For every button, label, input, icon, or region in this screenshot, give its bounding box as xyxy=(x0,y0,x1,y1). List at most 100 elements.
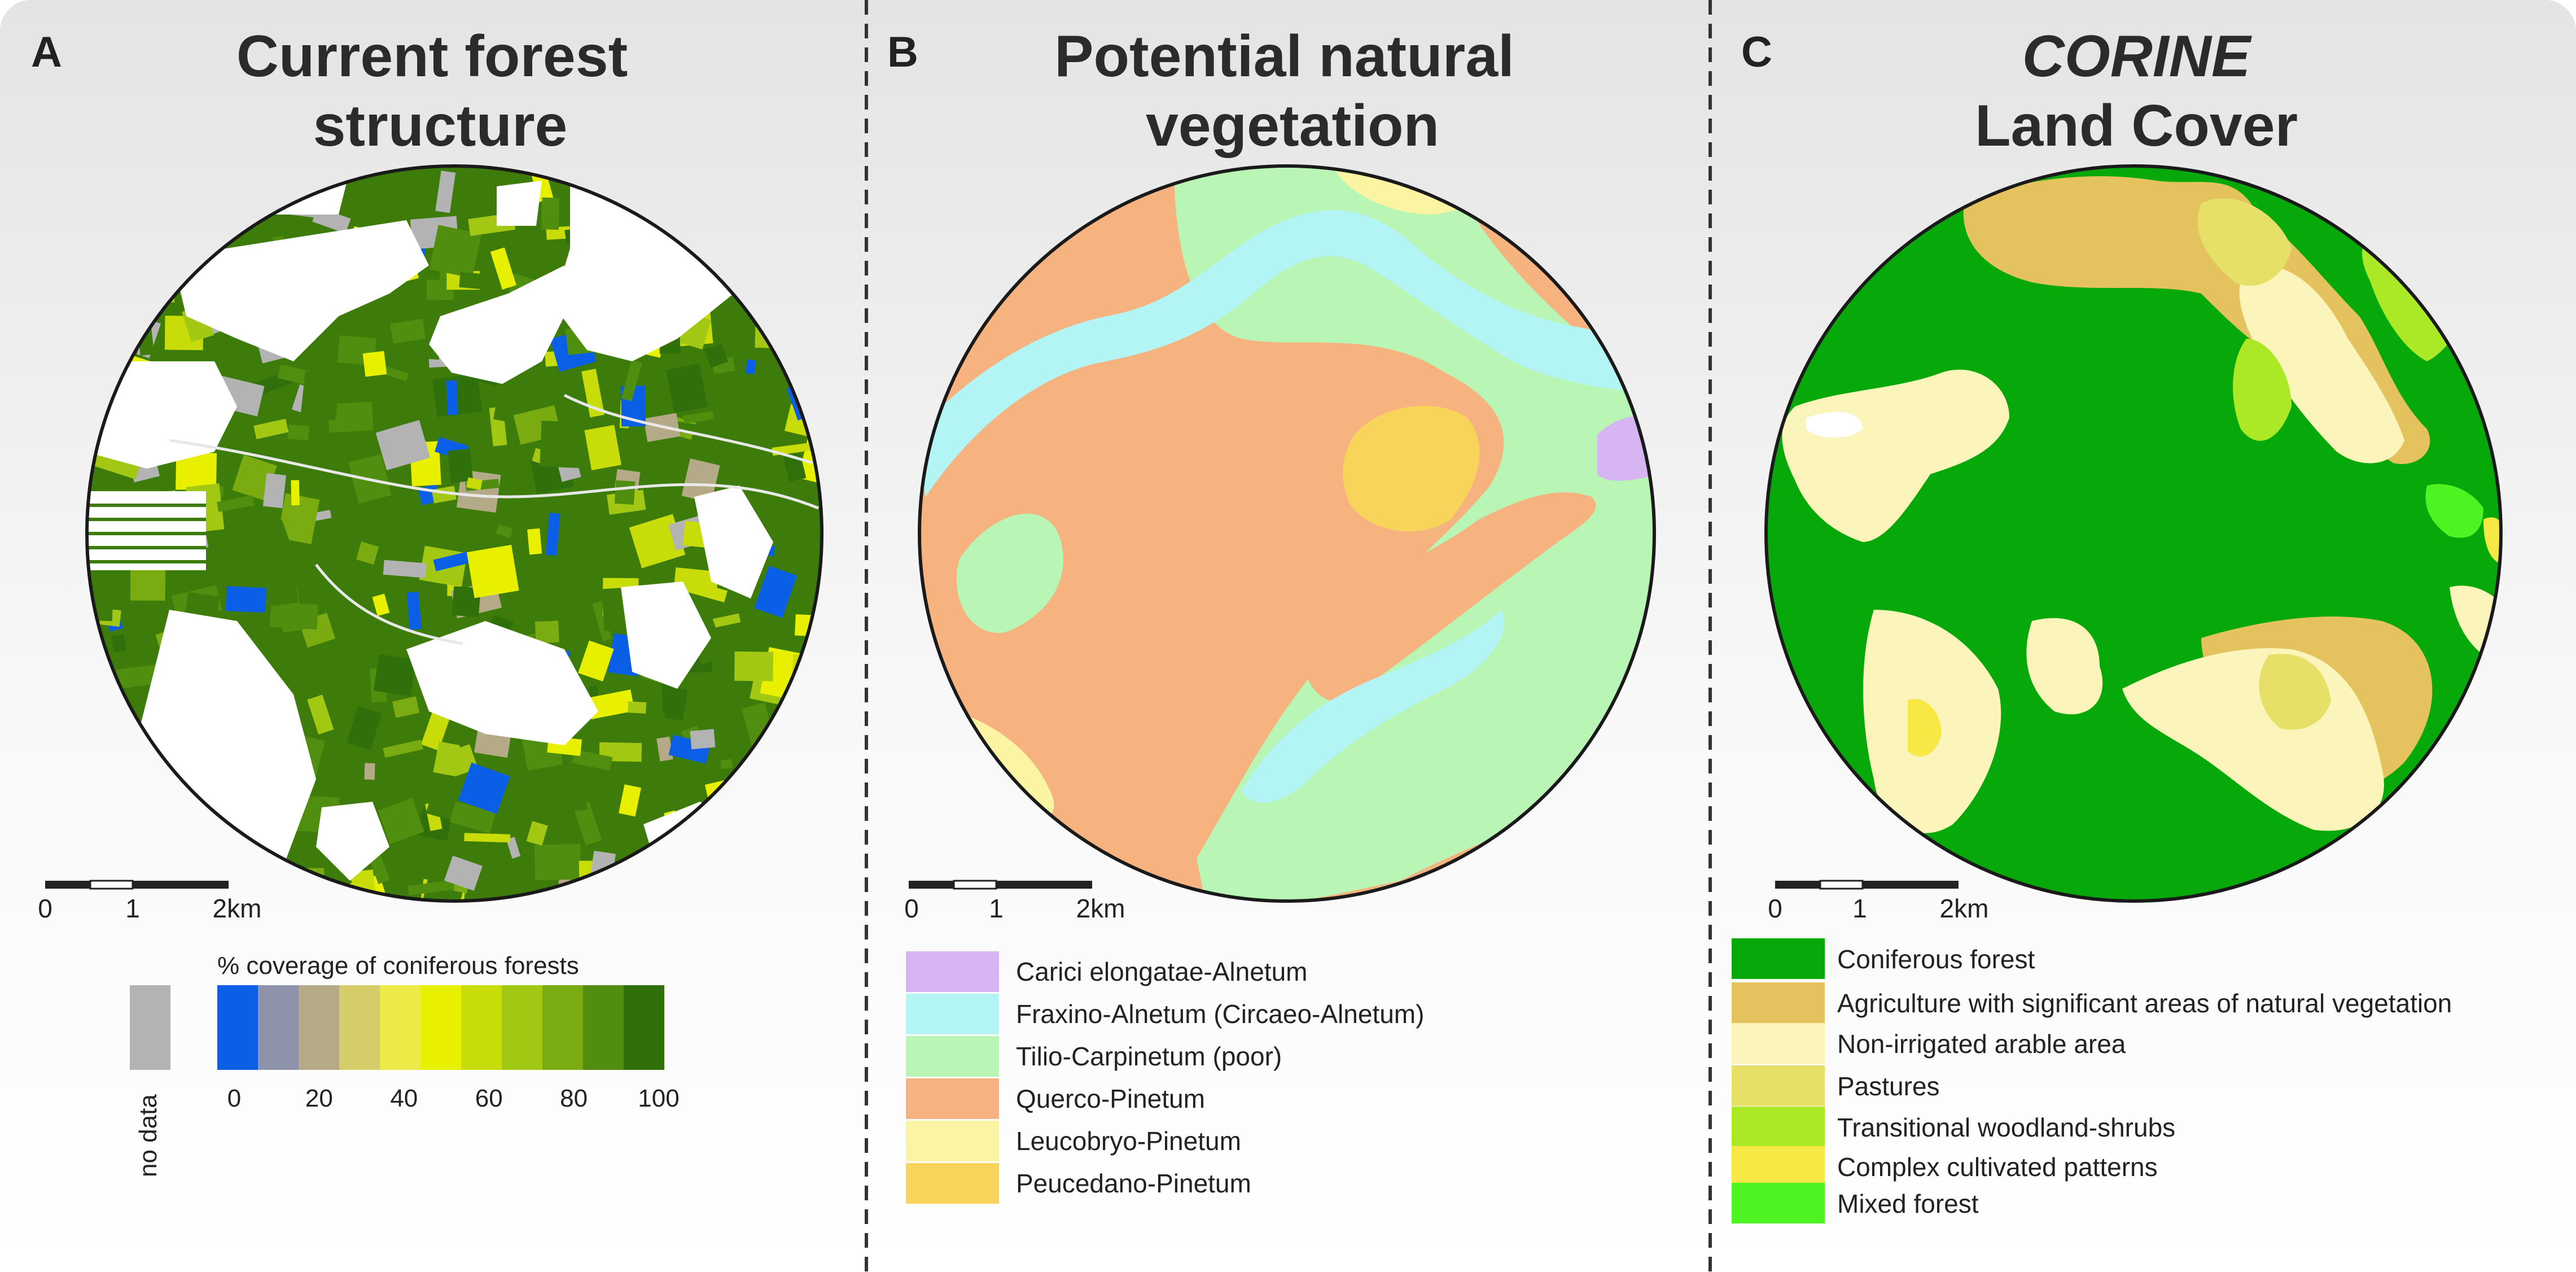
legend-b-swatch xyxy=(906,1036,999,1077)
forest-parcel xyxy=(587,689,635,720)
forest-parcel xyxy=(741,417,761,436)
forest-parcel xyxy=(656,736,673,762)
coverage-swatch xyxy=(420,985,461,1070)
no-data-swatch xyxy=(130,985,170,1070)
forest-parcel xyxy=(432,374,483,418)
legend-c: Coniferous forest Agriculture with signif… xyxy=(1732,938,2452,1223)
forest-parcel xyxy=(368,853,390,884)
forest-parcel xyxy=(754,566,798,618)
forest-parcel xyxy=(534,843,581,881)
forest-parcel xyxy=(490,247,516,290)
forest-parcel xyxy=(496,524,514,539)
legend-a: no data % coverage of coniferous forests… xyxy=(130,952,680,1177)
panel-b-title: Potential natural vegetation xyxy=(1054,24,1531,159)
forest-parcel xyxy=(459,272,498,291)
forest-parcel xyxy=(720,759,733,770)
forest-parcel xyxy=(225,586,266,613)
forest-parcel xyxy=(578,640,614,681)
forest-parcel xyxy=(447,448,474,483)
forest-parcel xyxy=(458,762,510,814)
forest-parcel xyxy=(466,544,519,598)
forest-parcel xyxy=(464,833,511,843)
panel-b-letter: B xyxy=(887,28,918,76)
coverage-tick-label: 100 xyxy=(638,1085,679,1112)
forest-parcel xyxy=(362,351,387,377)
forest-parcel xyxy=(378,798,424,845)
legend-b-label: Carici elongatae-Alnetum xyxy=(1016,957,1308,986)
legend-b-swatch xyxy=(906,1078,999,1119)
roads xyxy=(169,394,819,645)
forest-parcel xyxy=(185,592,220,620)
legend-c-swatch xyxy=(1732,1107,1825,1147)
legend-c-label: Pastures xyxy=(1837,1072,1940,1101)
forest-parcel xyxy=(433,741,461,776)
map-boundary-c xyxy=(1764,164,2503,903)
legend-b-swatch xyxy=(906,994,999,1034)
forest-parcel xyxy=(614,480,636,505)
forest-parcel xyxy=(569,526,617,558)
forest-parcel xyxy=(526,821,548,846)
forest-parcel xyxy=(356,541,379,565)
scale-tick-1: 1 xyxy=(125,894,140,923)
forest-parcel xyxy=(452,586,481,617)
forest-parcel xyxy=(307,694,334,735)
scale-bar-b: 0 1 2km xyxy=(904,880,1125,923)
coverage-swatch xyxy=(299,985,339,1070)
legend-b: Carici elongatae-Alnetum Fraxino-Alnetum … xyxy=(906,951,1424,1204)
forest-parcel xyxy=(619,784,641,817)
no-data-label: no data xyxy=(134,1094,162,1177)
legend-a-title: % coverage of coniferous forests xyxy=(217,952,579,980)
coverage-tick-label: 40 xyxy=(390,1085,418,1112)
forest-parcel xyxy=(390,318,426,344)
legend-c-swatch xyxy=(1732,938,1825,979)
panel-a-title: Current forest structure xyxy=(236,24,644,159)
forest-parcel xyxy=(406,591,422,630)
forest-parcel xyxy=(682,411,714,424)
legend-b-label: Fraxino-Alnetum (Circaeo-Alnetum) xyxy=(1016,999,1424,1029)
forest-parcel xyxy=(573,801,602,846)
forest-parcel xyxy=(541,197,559,230)
forest-parcel xyxy=(621,360,642,401)
forest-parcel xyxy=(262,473,287,509)
forest-parcel xyxy=(392,696,420,718)
forest-parcel xyxy=(364,763,375,780)
scale-tick-1: 1 xyxy=(989,894,1004,923)
forest-parcel xyxy=(176,452,217,491)
coverage-swatch xyxy=(339,985,380,1070)
legend-c-label: Coniferous forest xyxy=(1837,945,2035,974)
forest-parcel xyxy=(287,424,310,441)
forest-parcel xyxy=(527,528,542,555)
forest-parcel xyxy=(313,510,332,521)
coverage-swatch xyxy=(542,985,583,1070)
forest-parcel xyxy=(372,593,390,617)
forest-parcel xyxy=(681,458,720,503)
forest-parcel xyxy=(584,425,621,470)
forest-parcel xyxy=(614,808,647,841)
coverage-swatch xyxy=(217,985,258,1070)
forest-parcel xyxy=(435,171,456,213)
forest-parcel xyxy=(216,495,255,512)
scale-bar-a: 0 1 2km xyxy=(38,880,261,923)
scale-tick-0: 0 xyxy=(38,894,52,923)
forest-parcel xyxy=(346,706,382,750)
legend-c-label: Complex cultivated patterns xyxy=(1837,1152,2158,1182)
legend-b-label: Leucobryo-Pinetum xyxy=(1016,1126,1241,1156)
coverage-swatch xyxy=(624,985,664,1070)
forest-parcel xyxy=(383,559,427,578)
coverage-ticks: 0 20 40 60 80 100 xyxy=(227,1085,680,1112)
forest-parcel xyxy=(466,477,483,490)
coverage-color-ramp xyxy=(217,985,664,1070)
legend-c-swatch xyxy=(1732,1183,1825,1223)
forest-parcel xyxy=(209,550,221,562)
forest-parcel xyxy=(592,601,612,642)
forest-parcel xyxy=(774,538,808,573)
panel-c-title: Land Cover xyxy=(1975,93,2298,159)
forest-parcel xyxy=(239,519,293,566)
forest-parcel xyxy=(253,418,289,439)
legend-c-label: Mixed forest xyxy=(1837,1189,1979,1218)
land-cover-map xyxy=(1766,166,2501,901)
legend-c-swatch xyxy=(1732,982,1825,1023)
forest-parcel xyxy=(449,801,496,834)
legend-b-label: Peucedano-Pinetum xyxy=(1016,1169,1251,1198)
forest-parcel xyxy=(291,480,300,506)
